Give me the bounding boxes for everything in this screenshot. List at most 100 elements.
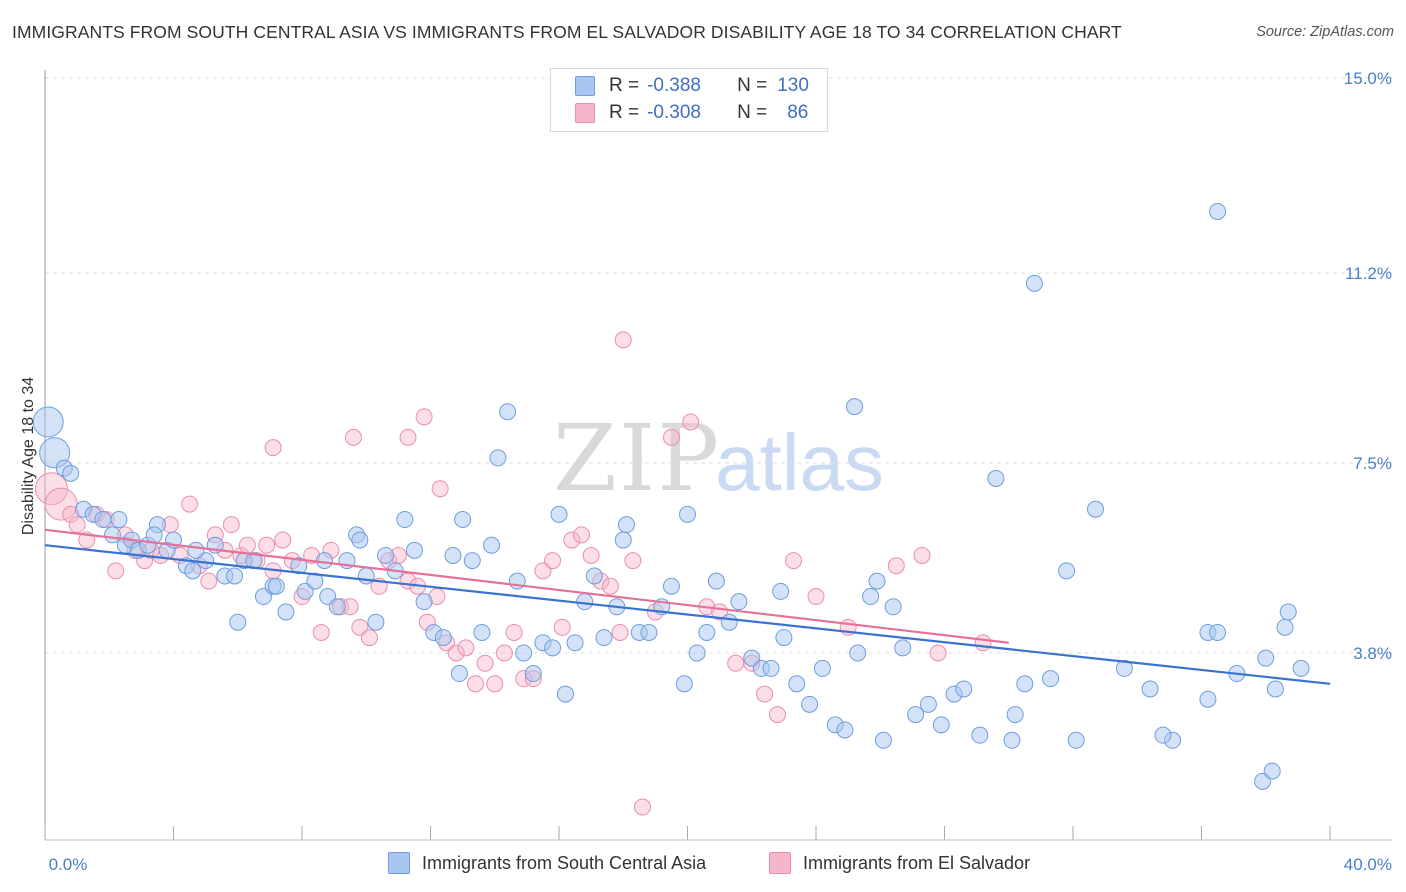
point-el-salvador: [913, 546, 931, 564]
point-el-salvador: [611, 623, 629, 641]
point-south-central-asia: [762, 659, 780, 677]
point-south-central-asia: [836, 721, 854, 739]
point-south-central-asia: [675, 675, 693, 693]
point-south-central-asia: [720, 613, 738, 631]
point-south-central-asia: [955, 680, 973, 698]
trend-lines: [44, 528, 1331, 685]
point-el-salvador: [222, 516, 240, 534]
point-el-salvador: [756, 685, 774, 703]
point-south-central-asia: [357, 567, 375, 585]
point-south-central-asia: [444, 546, 462, 564]
point-south-central-asia: [103, 526, 121, 544]
correlation-legend: R = -0.388 N = 130 R = -0.308 N = 86: [550, 68, 828, 132]
y-tick-label: 3.8%: [1353, 644, 1392, 663]
point-south-central-asia: [566, 634, 584, 652]
point-south-central-asia: [351, 531, 369, 549]
point-south-central-asia: [110, 511, 128, 529]
watermark: ZIP atlas: [553, 405, 884, 512]
legend-n-label: N =: [737, 102, 768, 123]
point-el-salvador: [360, 629, 378, 647]
point-el-salvador: [614, 331, 632, 349]
point-south-central-asia: [987, 469, 1005, 487]
y-tick-label: 7.5%: [1353, 454, 1392, 473]
point-south-central-asia: [32, 406, 64, 438]
chart-title: IMMIGRANTS FROM SOUTH CENTRAL ASIA VS IM…: [12, 22, 1122, 42]
point-south-central-asia: [1292, 659, 1310, 677]
point-el-salvador: [785, 552, 803, 570]
point-el-salvador: [929, 644, 947, 662]
point-el-salvador: [974, 634, 992, 652]
point-south-central-asia: [862, 588, 880, 606]
legend-row-south-central-asia: R = -0.388 N = 130: [575, 73, 809, 99]
watermark-zip: ZIP: [553, 405, 721, 512]
point-south-central-asia: [788, 675, 806, 693]
point-south-central-asia: [1279, 603, 1297, 621]
point-south-central-asia: [1209, 202, 1227, 220]
point-south-central-asia: [801, 695, 819, 713]
point-south-central-asia: [919, 695, 937, 713]
legend-r-value: -0.388: [647, 75, 701, 96]
point-south-central-asia: [576, 593, 594, 611]
point-south-central-asia: [396, 511, 414, 529]
point-south-central-asia: [277, 603, 295, 621]
point-south-central-asia: [290, 557, 308, 575]
legend-n-value: 86: [787, 102, 809, 123]
point-el-salvador: [563, 531, 581, 549]
point-south-central-asia: [1003, 731, 1021, 749]
point-el-salvador: [264, 439, 282, 457]
point-south-central-asia: [184, 562, 202, 580]
point-south-central-asia: [884, 598, 902, 616]
point-south-central-asia: [489, 449, 507, 467]
point-south-central-asia: [306, 572, 324, 590]
y-tick-label: 11.2%: [1345, 264, 1392, 283]
y-axis-label: Disability Age 18 to 34: [20, 377, 37, 535]
point-south-central-asia: [226, 567, 244, 585]
point-south-central-asia: [932, 716, 950, 734]
point-el-salvador: [682, 413, 700, 431]
point-south-central-asia: [229, 613, 247, 631]
point-south-central-asia: [544, 639, 562, 657]
point-south-central-asia: [679, 505, 696, 523]
point-south-central-asia: [377, 546, 395, 564]
point-el-salvador: [887, 557, 905, 575]
point-el-salvador: [505, 623, 523, 641]
point-el-salvador: [200, 572, 218, 590]
point-el-salvador: [582, 546, 600, 564]
point-south-central-asia: [187, 541, 205, 559]
point-el-salvador: [662, 428, 680, 446]
point-south-central-asia: [405, 541, 423, 559]
legend-swatch-pink: [575, 103, 595, 123]
y-tick-label: 15.0%: [1344, 69, 1392, 88]
point-south-central-asia: [1276, 618, 1294, 636]
point-south-central-asia: [640, 623, 658, 641]
point-south-central-asia: [145, 526, 163, 544]
point-el-salvador: [258, 536, 276, 554]
point-el-salvador: [466, 675, 484, 693]
point-south-central-asia: [894, 639, 912, 657]
point-south-central-asia: [595, 629, 613, 647]
point-south-central-asia: [1141, 680, 1159, 698]
x-tick-label: 0.0%: [49, 855, 88, 874]
point-el-salvador: [601, 577, 619, 595]
source-credit: Source: ZipAtlas.com: [1256, 24, 1394, 40]
point-el-salvador: [476, 654, 494, 672]
point-el-salvador: [34, 472, 68, 506]
point-south-central-asia: [1006, 706, 1024, 724]
bottom-legend-label: Immigrants from El Salvador: [803, 852, 1031, 873]
point-south-central-asia: [698, 623, 716, 641]
point-el-salvador: [553, 618, 571, 636]
point-el-salvador: [495, 644, 513, 662]
point-south-central-asia: [524, 665, 542, 683]
point-south-central-asia: [707, 572, 725, 590]
point-el-salvador: [415, 408, 433, 426]
legend-row-el-salvador: R = -0.308 N = 86: [575, 100, 808, 126]
point-south-central-asia: [1115, 659, 1133, 677]
legend-r-label: R =: [609, 75, 640, 96]
trend-line-south-central-asia: [44, 544, 1331, 685]
point-south-central-asia: [907, 706, 925, 724]
tick-labels: 3.8% 7.5% 11.2% 15.0% 0.0% 40.0%: [49, 69, 1392, 874]
point-south-central-asia: [415, 593, 433, 611]
legend-r-label: R =: [609, 102, 640, 123]
legend-swatch-blue: [575, 76, 595, 96]
point-el-salvador: [457, 639, 475, 657]
